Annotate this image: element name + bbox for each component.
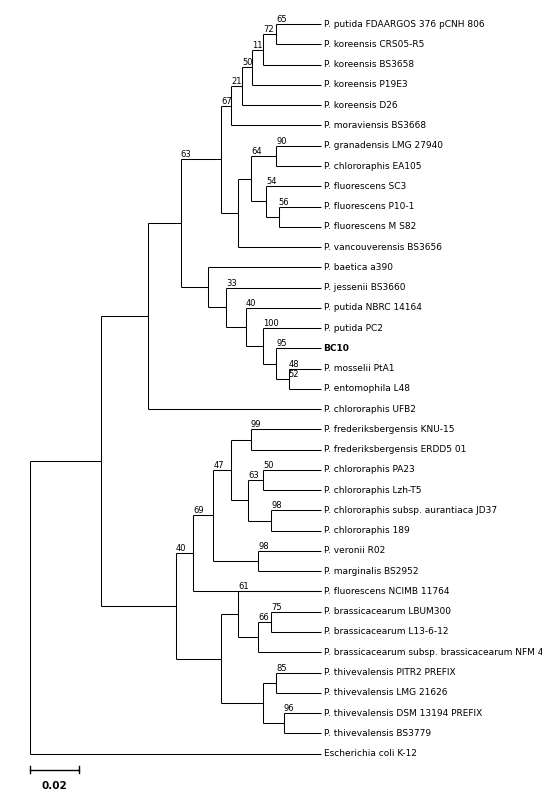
Text: 63: 63 (181, 150, 191, 160)
Text: P. chlororaphis PA23: P. chlororaphis PA23 (324, 465, 415, 474)
Text: P. putida FDAARGOS 376 pCNH 806: P. putida FDAARGOS 376 pCNH 806 (324, 20, 484, 29)
Text: P. thivevalensis BS3779: P. thivevalensis BS3779 (324, 729, 431, 738)
Text: P. marginalis BS2952: P. marginalis BS2952 (324, 567, 418, 575)
Text: P. baetica a390: P. baetica a390 (324, 263, 392, 272)
Text: 61: 61 (238, 583, 249, 591)
Text: P. chlororaphis Lzh-T5: P. chlororaphis Lzh-T5 (324, 486, 421, 495)
Text: P. thivevalensis LMG 21626: P. thivevalensis LMG 21626 (324, 688, 447, 697)
Text: P. moraviensis BS3668: P. moraviensis BS3668 (324, 121, 425, 130)
Text: P. putida PC2: P. putida PC2 (324, 324, 383, 333)
Text: 95: 95 (276, 339, 287, 349)
Text: P. koreensis D26: P. koreensis D26 (324, 101, 397, 110)
Text: 50: 50 (263, 461, 274, 470)
Text: 52: 52 (288, 369, 299, 379)
Text: P. brassicacearum subsp. brassicacearum NFM 421: P. brassicacearum subsp. brassicacearum … (324, 648, 542, 657)
Text: 33: 33 (226, 279, 237, 287)
Text: P. frederiksbergensis KNU-15: P. frederiksbergensis KNU-15 (324, 425, 454, 434)
Text: 90: 90 (276, 136, 287, 146)
Text: P. brassicacearum LBUM300: P. brassicacearum LBUM300 (324, 607, 450, 616)
Text: 47: 47 (214, 461, 224, 470)
Text: P. mosselii PtA1: P. mosselii PtA1 (324, 364, 394, 373)
Text: P. putida NBRC 14164: P. putida NBRC 14164 (324, 303, 422, 312)
Text: P. chlororaphis UFB2: P. chlororaphis UFB2 (324, 405, 416, 413)
Text: 11: 11 (253, 41, 263, 49)
Text: P. chlororaphis 189: P. chlororaphis 189 (324, 526, 409, 535)
Text: P. fluorescens NCIMB 11764: P. fluorescens NCIMB 11764 (324, 587, 449, 596)
Text: P. veronii R02: P. veronii R02 (324, 547, 385, 555)
Text: 75: 75 (271, 602, 282, 612)
Text: P. fluorescens P10-1: P. fluorescens P10-1 (324, 202, 414, 211)
Text: Escherichia coli K-12: Escherichia coli K-12 (324, 749, 416, 758)
Text: 0.02: 0.02 (42, 781, 68, 791)
Text: BC10: BC10 (324, 344, 350, 353)
Text: 63: 63 (248, 471, 259, 480)
Text: 48: 48 (288, 360, 299, 369)
Text: P. koreensis P19E3: P. koreensis P19E3 (324, 81, 407, 89)
Text: P. fluorescens M S82: P. fluorescens M S82 (324, 223, 416, 231)
Text: P. jessenii BS3660: P. jessenii BS3660 (324, 283, 405, 292)
Text: P. chlororaphis EA105: P. chlororaphis EA105 (324, 161, 421, 171)
Text: 67: 67 (221, 97, 231, 106)
Text: 56: 56 (279, 198, 289, 207)
Text: P. chlororaphis subsp. aurantiaca JD37: P. chlororaphis subsp. aurantiaca JD37 (324, 506, 496, 515)
Text: P. brassicacearum L13-6-12: P. brassicacearum L13-6-12 (324, 627, 448, 637)
Text: 64: 64 (251, 147, 262, 156)
Text: 99: 99 (251, 421, 261, 429)
Text: 96: 96 (283, 704, 294, 713)
Text: 98: 98 (271, 501, 282, 511)
Text: P. thivevalensis DSM 13194 PREFIX: P. thivevalensis DSM 13194 PREFIX (324, 709, 482, 717)
Text: P. vancouverensis BS3656: P. vancouverensis BS3656 (324, 243, 442, 251)
Text: P. granadensis LMG 27940: P. granadensis LMG 27940 (324, 141, 443, 150)
Text: 66: 66 (259, 613, 269, 622)
Text: 85: 85 (276, 663, 287, 673)
Text: 69: 69 (193, 507, 204, 516)
Text: 100: 100 (263, 319, 279, 328)
Text: P. koreensis CRS05-R5: P. koreensis CRS05-R5 (324, 40, 424, 49)
Text: P. entomophila L48: P. entomophila L48 (324, 385, 410, 393)
Text: 50: 50 (242, 58, 253, 67)
Text: 21: 21 (231, 77, 241, 86)
Text: P. frederiksbergensis ERDD5 01: P. frederiksbergensis ERDD5 01 (324, 445, 466, 454)
Text: P. thivevalensis PITR2 PREFIX: P. thivevalensis PITR2 PREFIX (324, 668, 455, 677)
Text: P. koreensis BS3658: P. koreensis BS3658 (324, 60, 414, 69)
Text: 40: 40 (176, 544, 186, 554)
Text: 98: 98 (259, 542, 269, 551)
Text: 54: 54 (266, 177, 276, 186)
Text: 65: 65 (276, 15, 287, 24)
Text: P. fluorescens SC3: P. fluorescens SC3 (324, 182, 406, 191)
Text: 40: 40 (246, 298, 256, 308)
Text: 72: 72 (263, 26, 274, 34)
